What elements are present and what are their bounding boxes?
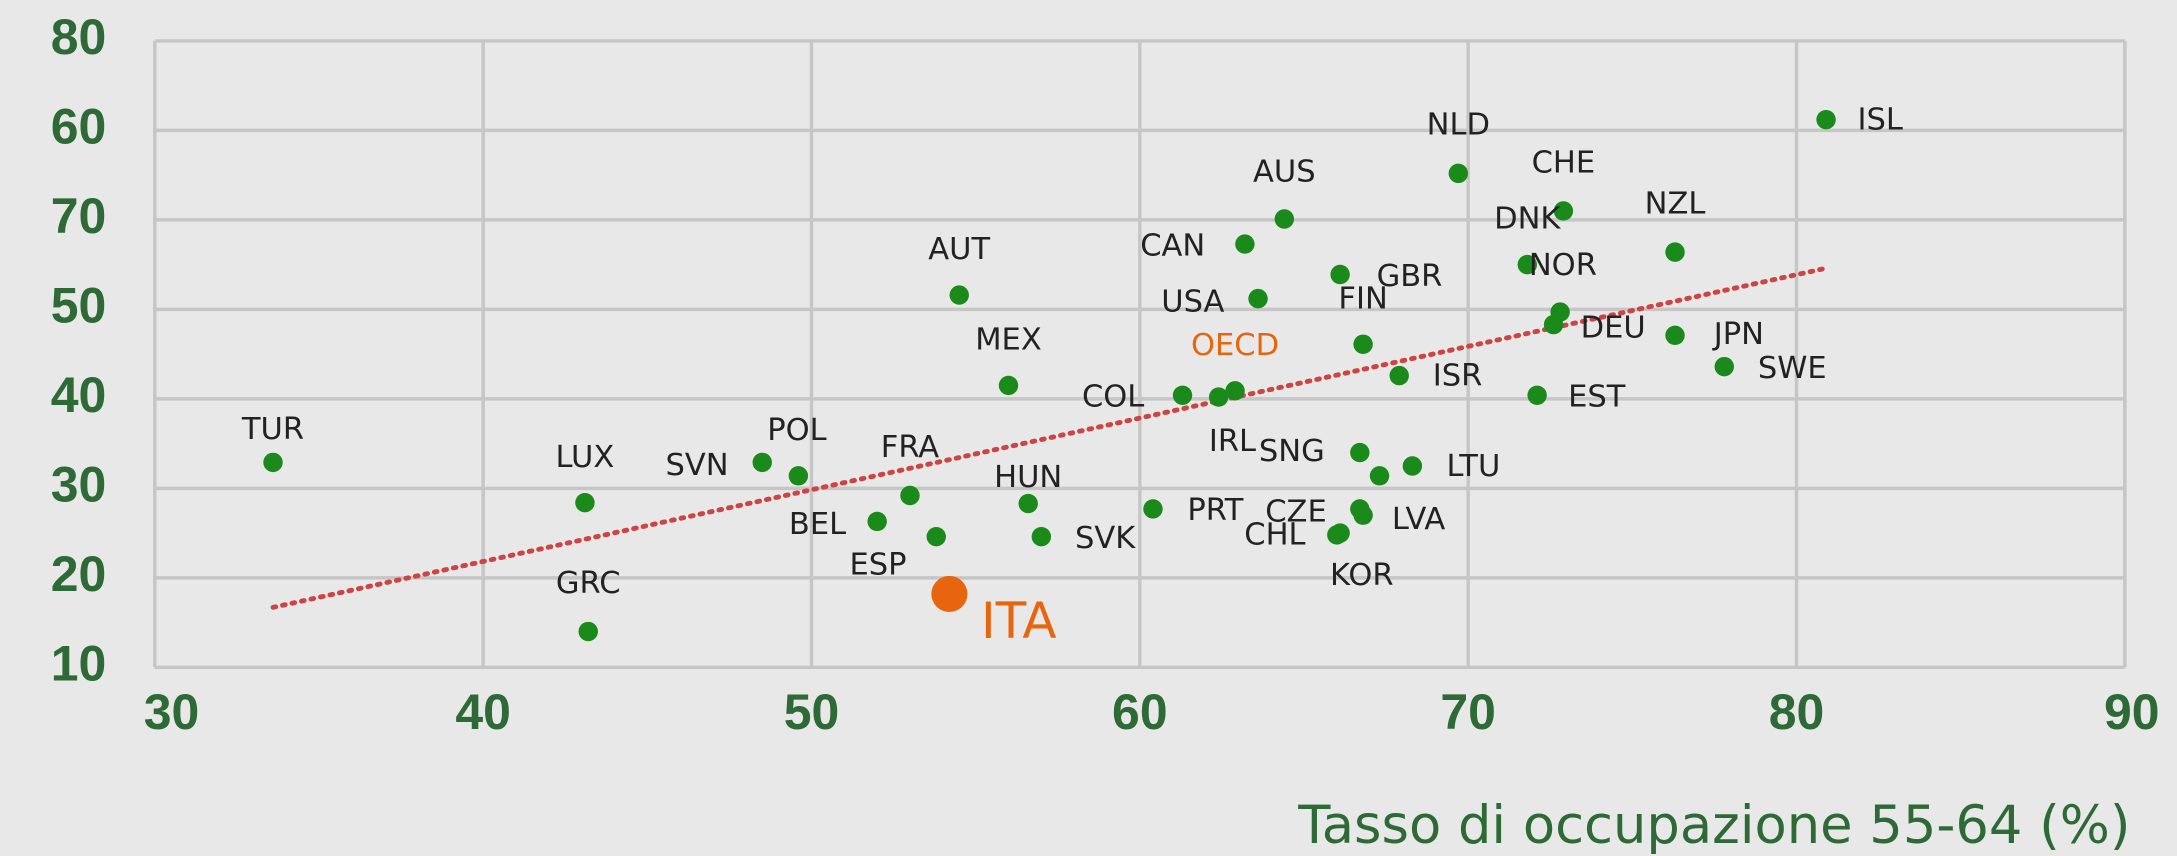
point-label: DEU — [1581, 310, 1646, 345]
point — [1714, 356, 1734, 377]
point-label: IRL — [1209, 424, 1256, 459]
point — [1208, 387, 1229, 407]
point — [1369, 466, 1390, 486]
point-label: SVK — [1075, 521, 1136, 556]
point-label: AUS — [1253, 155, 1316, 190]
point — [1353, 334, 1373, 354]
x-tick-label: 40 — [455, 684, 511, 740]
point — [1143, 499, 1163, 519]
point — [1225, 381, 1245, 401]
point — [1274, 209, 1295, 229]
point — [1816, 109, 1836, 130]
point-label: NZL — [1645, 186, 1706, 221]
point-label: AUT — [928, 232, 990, 267]
y-tick-label: 50 — [51, 278, 107, 334]
point-label: OECD — [1191, 328, 1279, 363]
point — [788, 466, 809, 486]
x-tick-label: 90 — [2104, 684, 2160, 740]
point — [263, 452, 283, 473]
y-tick-label: 10 — [51, 636, 107, 692]
point-label: CHL — [1244, 517, 1305, 552]
y-tick-label: 80 — [51, 9, 107, 65]
point — [1553, 201, 1574, 221]
point — [1448, 163, 1469, 184]
point — [1517, 254, 1537, 275]
point — [1031, 526, 1052, 547]
point-label: GBR — [1377, 259, 1443, 294]
x-tick-label: 80 — [1769, 684, 1825, 740]
point-label: ISR — [1433, 358, 1483, 393]
x-tick-label: 70 — [1440, 684, 1496, 740]
point — [931, 575, 968, 612]
trendline — [270, 265, 1829, 610]
point-label: KOR — [1330, 558, 1394, 593]
point-label: COL — [1082, 380, 1144, 415]
point-label: NOR — [1529, 248, 1597, 283]
point-label: CAN — [1140, 228, 1205, 263]
point — [1248, 288, 1268, 309]
point — [575, 492, 595, 513]
point — [1350, 442, 1370, 463]
point-label: TUR — [241, 412, 304, 447]
point-label: DNK — [1494, 202, 1561, 237]
point-label: EST — [1568, 380, 1626, 415]
x-tick-label: 30 — [144, 684, 200, 740]
point-label: BEL — [789, 507, 846, 542]
point — [1665, 242, 1685, 262]
point-label: ISL — [1857, 103, 1902, 138]
x-tick-label: 60 — [1112, 684, 1168, 740]
point-label: SNG — [1259, 434, 1325, 469]
point-label: FIN — [1338, 281, 1387, 316]
y-tick-label: 60 — [51, 99, 107, 155]
x-axis-title: Tasso di occupazione 55-64 (%) — [1297, 795, 2130, 856]
point — [949, 285, 969, 305]
point — [1527, 385, 1547, 405]
point-label: LTU — [1447, 449, 1501, 484]
point — [1543, 314, 1564, 335]
point-label: MEX — [975, 323, 1042, 358]
point-label: PRT — [1187, 493, 1243, 528]
point — [1330, 264, 1350, 285]
point-label: CHE — [1532, 145, 1596, 180]
y-tick-label: 70 — [51, 188, 107, 244]
y-tick-label: 30 — [51, 457, 107, 513]
point-label: LVA — [1392, 502, 1446, 537]
y-tick-label: 40 — [51, 367, 107, 423]
point — [998, 375, 1019, 396]
point — [900, 485, 920, 506]
point-label: JPN — [1712, 317, 1764, 352]
point — [1389, 365, 1409, 386]
point — [752, 452, 772, 473]
point-label: LUX — [556, 440, 615, 475]
point-label: SVN — [665, 448, 728, 483]
point-label: FRA — [881, 430, 940, 465]
point-label: USA — [1161, 284, 1224, 319]
point — [1327, 525, 1347, 545]
point — [1235, 234, 1255, 254]
point-label: ITA — [981, 592, 1057, 650]
point — [926, 526, 946, 547]
point — [1018, 493, 1038, 514]
point-label: POL — [767, 413, 826, 448]
point-label: ESP — [849, 547, 906, 582]
point-label: SWE — [1758, 351, 1827, 386]
point-label: GRC — [556, 566, 621, 601]
point — [867, 511, 887, 532]
point — [1402, 456, 1423, 476]
x-tick-label: 50 — [784, 684, 840, 740]
y-tick-label: 20 — [51, 546, 107, 602]
point — [578, 621, 598, 642]
point — [1665, 325, 1685, 346]
point — [1353, 505, 1373, 525]
point-label: NLD — [1427, 108, 1490, 143]
point-label: CZE — [1265, 495, 1327, 530]
point-label: HUN — [994, 460, 1062, 495]
point — [1172, 385, 1193, 405]
